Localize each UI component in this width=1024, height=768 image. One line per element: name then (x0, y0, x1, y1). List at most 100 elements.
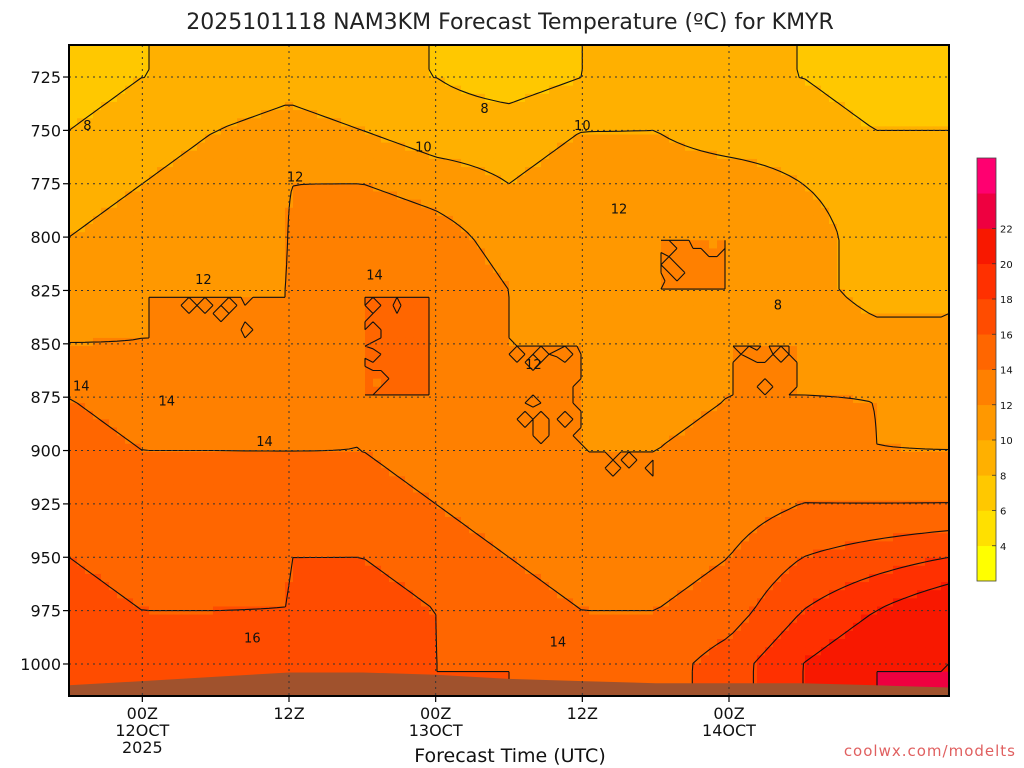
temperature-cell (157, 232, 166, 241)
temperature-cell (429, 191, 438, 201)
temperature-cell (429, 126, 438, 136)
temperature-cell (525, 248, 534, 258)
temperature-cell (325, 224, 334, 233)
temperature-cell (405, 337, 414, 347)
temperature-cell (597, 264, 606, 274)
temperature-cell (101, 85, 110, 95)
temperature-cell (781, 191, 790, 201)
temperature-cell (925, 199, 934, 209)
temperature-cell (405, 232, 414, 241)
temperature-cell (621, 199, 630, 209)
temperature-cell (653, 386, 662, 396)
temperature-cell (437, 386, 446, 396)
temperature-cell (141, 313, 150, 323)
temperature-cell (173, 386, 182, 396)
temperature-cell (869, 118, 878, 127)
temperature-cell (629, 45, 638, 54)
temperature-cell (861, 264, 870, 274)
temperature-cell (925, 370, 934, 380)
temperature-cell (813, 403, 822, 412)
temperature-cell (933, 61, 942, 71)
temperature-cell (885, 191, 894, 201)
temperature-cell (373, 394, 382, 404)
temperature-cell (885, 321, 894, 331)
temperature-cell (501, 101, 510, 111)
temperature-cell (797, 272, 806, 282)
temperature-cell (477, 199, 486, 209)
temperature-cell (325, 77, 334, 87)
temperature-cell (869, 93, 878, 103)
temperature-cell (165, 232, 174, 241)
temperature-cell (309, 118, 318, 127)
temperature-cell (645, 207, 654, 217)
temperature-cell (157, 403, 166, 412)
temperature-cell (389, 61, 398, 71)
temperature-cell (101, 110, 110, 119)
temperature-cell (813, 256, 822, 266)
temperature-cell (373, 158, 382, 168)
temperature-cell (829, 199, 838, 209)
temperature-cell (917, 256, 926, 266)
temperature-cell (301, 85, 310, 95)
temperature-cell (261, 53, 270, 62)
temperature-cell (805, 199, 814, 209)
temperature-cell (221, 272, 230, 282)
temperature-cell (797, 45, 806, 54)
temperature-cell (237, 134, 246, 144)
temperature-cell (189, 175, 198, 184)
temperature-cell (365, 362, 374, 372)
temperature-cell (605, 101, 614, 111)
temperature-cell (797, 232, 806, 241)
temperature-cell (525, 386, 534, 396)
temperature-cell (589, 167, 598, 176)
temperature-cell (677, 215, 686, 225)
temperature-cell (229, 411, 238, 420)
temperature-cell (301, 53, 310, 62)
temperature-cell (637, 77, 646, 87)
temperature-cell (165, 126, 174, 136)
temperature-cell (725, 158, 734, 168)
temperature-cell (757, 142, 766, 152)
temperature-cell (549, 272, 558, 282)
temperature-cell (269, 337, 278, 347)
temperature-cell (701, 394, 710, 404)
temperature-cell (565, 85, 574, 95)
temperature-cell (309, 280, 318, 290)
temperature-cell (677, 321, 686, 331)
temperature-cell (797, 183, 806, 193)
temperature-cell (869, 354, 878, 363)
temperature-cell (261, 77, 270, 87)
temperature-cell (813, 240, 822, 250)
temperature-cell (653, 215, 662, 225)
temperature-cell (245, 256, 254, 266)
temperature-cell (829, 313, 838, 323)
temperature-cell (757, 93, 766, 103)
temperature-cell (525, 199, 534, 209)
temperature-cell (861, 101, 870, 111)
temperature-cell (517, 232, 526, 241)
temperature-cell (349, 175, 358, 184)
temperature-cell (645, 337, 654, 347)
temperature-cell (125, 297, 134, 306)
temperature-cell (645, 394, 654, 404)
temperature-cell (645, 362, 654, 372)
temperature-cell (597, 321, 606, 331)
temperature-cell (309, 215, 318, 225)
temperature-cell (389, 191, 398, 201)
temperature-cell (821, 321, 830, 331)
temperature-cell (349, 167, 358, 176)
temperature-cell (141, 346, 150, 355)
temperature-cell (629, 61, 638, 71)
temperature-cell (133, 362, 142, 372)
temperature-cell (69, 101, 78, 111)
temperature-cell (421, 93, 430, 103)
temperature-cell (661, 362, 670, 372)
temperature-cell (813, 150, 822, 160)
temperature-cell (357, 101, 366, 111)
temperature-cell (101, 150, 110, 160)
temperature-cell (389, 346, 398, 355)
temperature-cell (429, 403, 438, 412)
temperature-cell (541, 394, 550, 404)
temperature-cell (149, 394, 158, 404)
temperature-cell (845, 248, 854, 258)
